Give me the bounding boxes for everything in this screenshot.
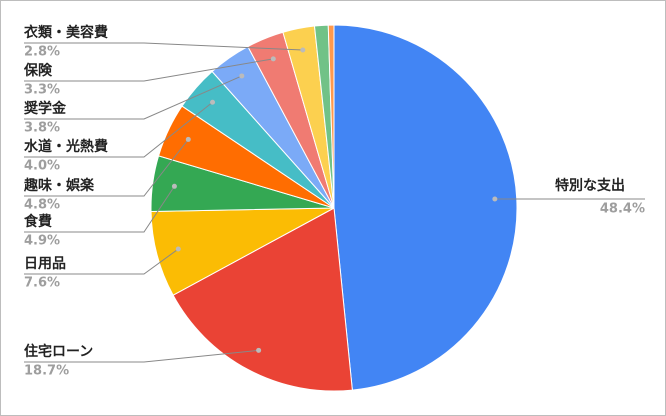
leader-dot bbox=[300, 47, 306, 53]
slice-value: 3.3% bbox=[24, 83, 60, 98]
pie-slice bbox=[172, 207, 353, 392]
slice-value: 4.8% bbox=[24, 198, 60, 213]
leader-line bbox=[24, 75, 243, 120]
slice-value: 7.6% bbox=[24, 276, 60, 291]
leader-dot bbox=[185, 136, 191, 142]
slice-label: 特別な支出 bbox=[555, 177, 625, 194]
slice-label: 住宅ローン bbox=[24, 343, 93, 360]
leader-line bbox=[24, 349, 259, 363]
leader-line bbox=[24, 186, 175, 233]
leader-dot bbox=[492, 196, 498, 202]
slice-value: 48.4% bbox=[600, 202, 645, 217]
slice-label: 衣類・美容費 bbox=[24, 24, 108, 41]
leader-dot bbox=[256, 347, 262, 353]
pie-slice bbox=[327, 24, 335, 209]
slice-value: 4.0% bbox=[24, 159, 60, 174]
slice-value: 3.8% bbox=[24, 121, 60, 136]
slice-value: 2.8% bbox=[24, 45, 60, 60]
slice-label: 食費 bbox=[24, 213, 52, 230]
slice-value: 4.9% bbox=[24, 234, 60, 249]
leader-dot bbox=[270, 56, 276, 62]
leader-dot bbox=[175, 246, 181, 252]
leader-line bbox=[24, 101, 213, 158]
leader-line bbox=[24, 42, 303, 51]
leader-dot bbox=[210, 99, 216, 105]
leader-line bbox=[24, 248, 179, 275]
slice-value: 18.7% bbox=[24, 364, 69, 379]
leader-line bbox=[24, 58, 274, 82]
slice-label: 保険 bbox=[23, 62, 53, 79]
leader-dot bbox=[171, 183, 177, 189]
leader-line bbox=[24, 139, 189, 197]
slice-label: 趣味・娯楽 bbox=[23, 177, 95, 194]
slice-label: 日用品 bbox=[24, 256, 66, 272]
slice-label: 奨学金 bbox=[24, 100, 67, 117]
slice-label: 水道・光熱費 bbox=[24, 138, 108, 155]
leader-dot bbox=[239, 73, 245, 79]
